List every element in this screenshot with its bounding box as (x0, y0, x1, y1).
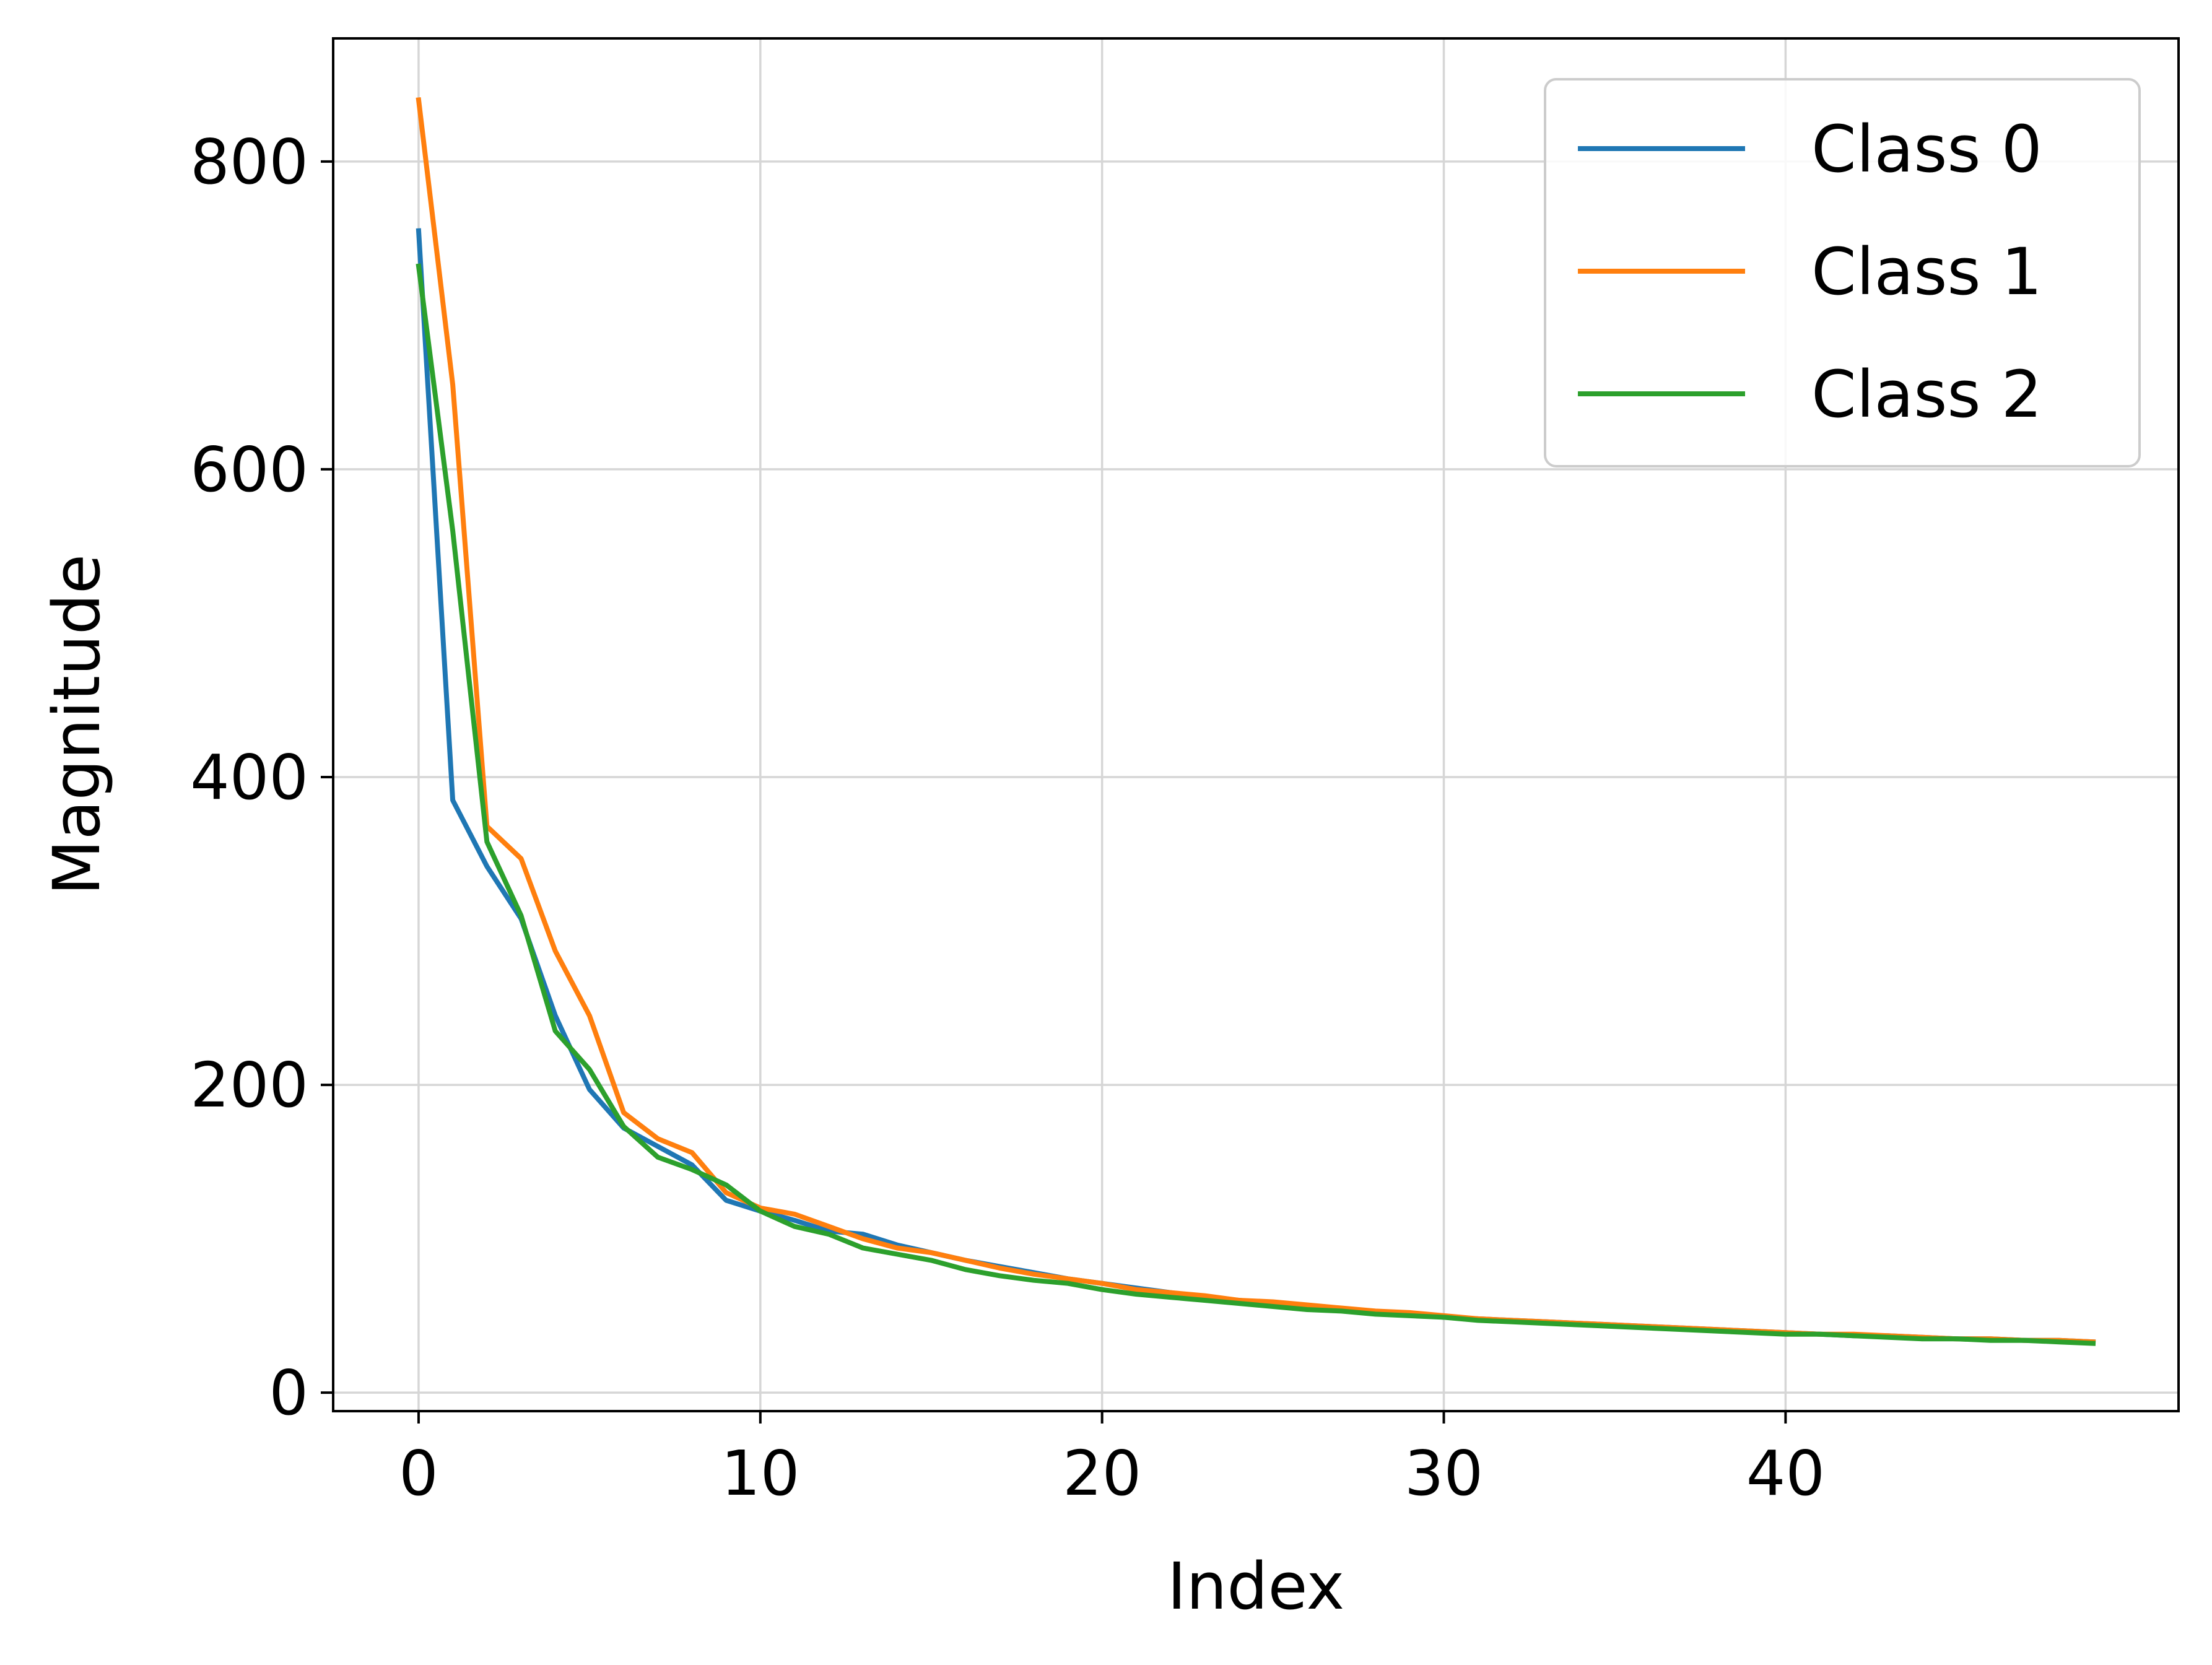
y-tick-label: 200 (190, 1049, 308, 1121)
legend-box (1544, 78, 2141, 467)
x-tick-label: 20 (1063, 1437, 1141, 1510)
y-axis-label: Magnitude (39, 554, 115, 895)
legend-label-class-1: Class 1 (1811, 234, 2042, 310)
plot-area-frame (332, 37, 2180, 1412)
legend-label-class-0: Class 0 (1811, 111, 2042, 187)
legend-label-class-2: Class 2 (1811, 357, 2042, 432)
series-lines (416, 97, 2096, 1346)
x-tick-label: 30 (1404, 1437, 1483, 1510)
y-tick-label: 400 (190, 741, 308, 814)
y-tick-label: 600 (190, 433, 308, 506)
x-axis-label: Index (1167, 1549, 1344, 1624)
series-line-class-2 (416, 263, 2096, 1346)
y-tick-label: 800 (190, 126, 308, 198)
x-tick-label: 10 (721, 1437, 799, 1510)
x-tick-label: 40 (1746, 1437, 1825, 1510)
y-tick-label: 0 (269, 1357, 308, 1429)
legend: Class 0 Class 1 Class 2 (1544, 78, 2141, 467)
x-tick-label: 0 (399, 1437, 438, 1510)
